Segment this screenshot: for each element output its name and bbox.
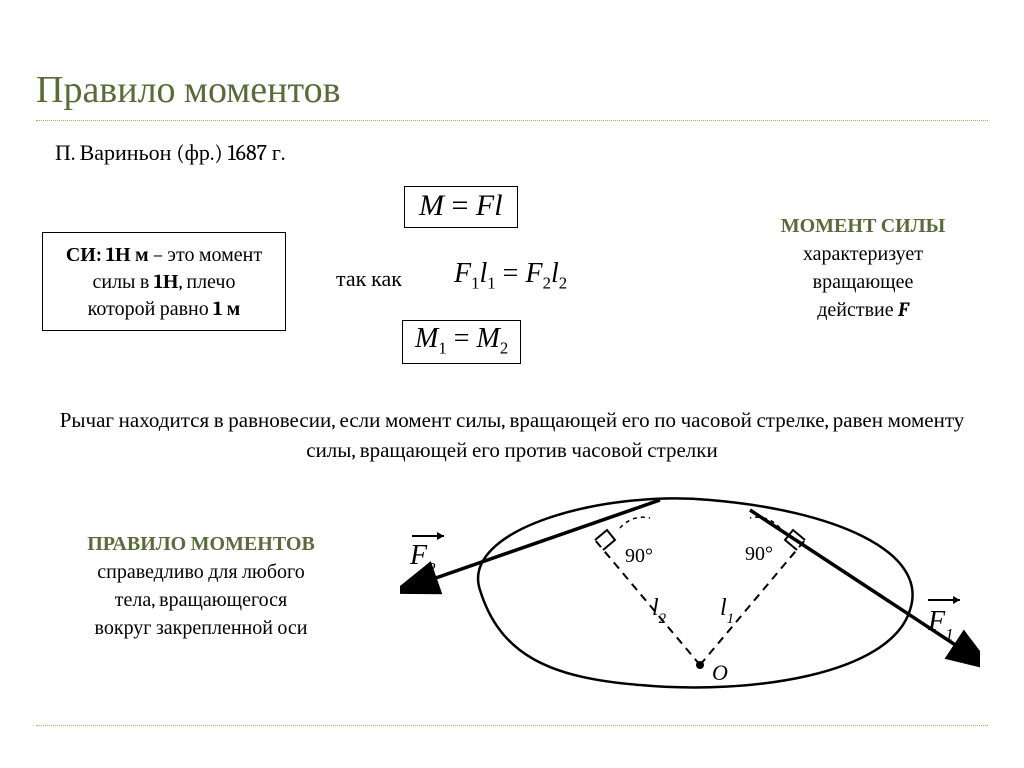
rule-line1: справедливо для любого [56, 558, 346, 586]
si-prefix: СИ: 1Н м [66, 243, 149, 266]
diagram-angle-right: 90° [745, 543, 773, 565]
diagram-angle-left: 90° [625, 545, 653, 567]
equilibrium-paragraph: Рычаг находится в равновесии, если момен… [48, 406, 976, 467]
si-line3a: которой равно [88, 297, 213, 320]
equation-mfl: M = Fl [419, 189, 503, 222]
rule-line3: вокруг закрепленной оси [56, 614, 346, 642]
moment-heading: МОМЕНТ СИЛЫ [758, 212, 968, 240]
si-unit-box: СИ: 1Н м – это момент силы в 1Н, плечо к… [42, 232, 286, 331]
equation-f1l1-f2l2: F1l1 = F2l2 [454, 258, 567, 294]
slide-title: Правило моментов [36, 68, 341, 112]
force-diagram: O 90° 90° l2 l1 F2 F1 [400, 480, 980, 710]
author-line: П. Вариньон (фр.) 1687 г. [55, 140, 285, 166]
si-line3b: 1 м [213, 297, 240, 320]
moment-line2: вращающее [758, 268, 968, 296]
rule-of-moments-box: ПРАВИЛО МОМЕНТОВ справедливо для любого … [56, 530, 346, 642]
svg-text:l1: l1 [720, 595, 734, 627]
diagram-O: O [712, 660, 728, 685]
divider-bottom [36, 725, 988, 726]
tak-kak-label: так как [336, 266, 402, 292]
moment-of-force-box: МОМЕНТ СИЛЫ характеризует вращающее дейс… [758, 212, 968, 324]
si-line2a: силы в [93, 270, 154, 293]
si-line2b: 1Н [154, 270, 179, 293]
si-line1: – это момент [149, 243, 263, 266]
divider-top [36, 120, 988, 121]
equation-m1m2-box: M1 = M2 [402, 320, 521, 364]
si-line2c: , плечо [178, 270, 235, 293]
diagram-F2-label: F2 [409, 540, 436, 578]
equation-mfl-box: M = Fl [404, 186, 518, 228]
moment-line3: действие F [758, 296, 968, 324]
equation-m1m2: M1 = M2 [415, 323, 508, 354]
rule-heading: ПРАВИЛО МОМЕНТОВ [56, 530, 346, 558]
svg-text:l2: l2 [652, 595, 667, 627]
diagram-F1-label: F1 [927, 606, 954, 644]
rule-line2: тела, вращающегося [56, 586, 346, 614]
moment-line1: характеризует [758, 240, 968, 268]
